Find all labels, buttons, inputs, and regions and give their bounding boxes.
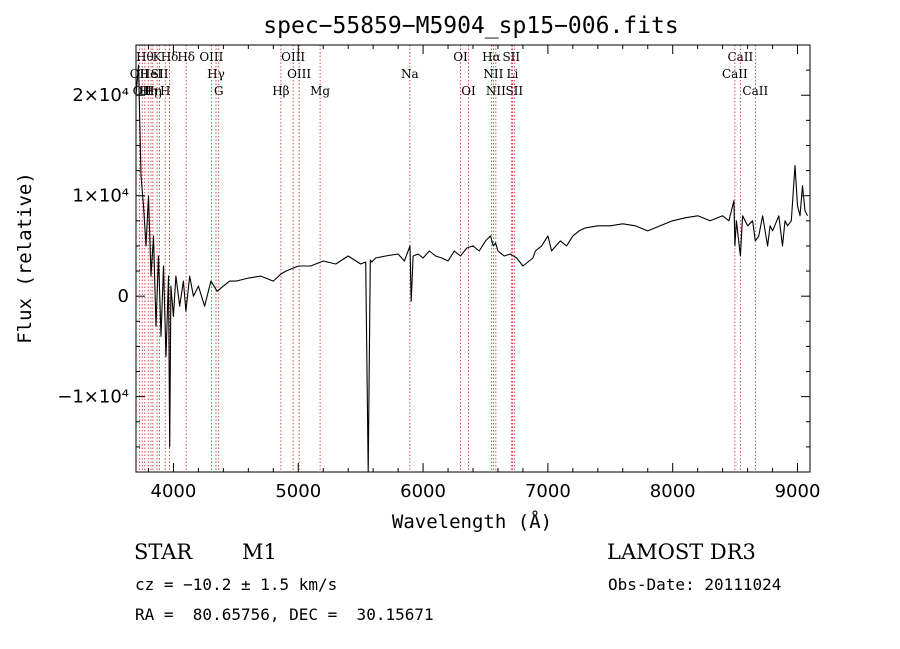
emission-line-label: OIII [287, 67, 311, 81]
object-class: STAR [134, 540, 193, 564]
emission-line-label: Hη [144, 84, 162, 98]
emission-line-label: K [153, 50, 163, 64]
emission-line-label: OIII [281, 50, 305, 64]
x-tick-label: 9000 [775, 481, 821, 502]
emission-line-label: Li [507, 67, 519, 81]
emission-line-label: NII [483, 67, 503, 81]
y-tick-label: 0 [118, 286, 129, 307]
emission-line-label: Hα [482, 50, 501, 64]
coordinates-readout: RA = 80.65756, DEC = 30.15671 [135, 605, 434, 624]
emission-line-label: Hγ [207, 67, 225, 81]
plot-frame [135, 44, 811, 473]
emission-line-label: NII [486, 84, 506, 98]
emission-line-label: CaII [727, 50, 753, 64]
spectrum-line [135, 64, 808, 473]
emission-line-label: Hη [139, 84, 157, 98]
emission-line-label: Na [401, 67, 419, 81]
emission-line-label: OIII [199, 50, 223, 64]
emission-line-label: Hβ [272, 84, 289, 98]
y-tick-label: 1×10⁴ [72, 186, 129, 207]
emission-line-label: CaII [722, 67, 748, 81]
emission-line-label: SII [151, 67, 169, 81]
emission-line-label: Mg [310, 84, 330, 98]
x-tick-label: 5000 [275, 481, 321, 502]
emission-line-label: Hδ [177, 50, 195, 64]
emission-line-label: CaII [742, 84, 768, 98]
x-tick-label: 8000 [650, 481, 696, 502]
emission-line-markers [138, 45, 756, 472]
emission-line-label: Hδ [161, 50, 179, 64]
survey-name: LAMOST DR3 [607, 540, 756, 564]
redshift-readout: cz = −10.2 ± 1.5 km/s [135, 575, 338, 594]
y-axis-ticks: 2×10⁴ 1×10⁴ 0 −1×10⁴ [57, 44, 810, 448]
emission-line-label: HeI [140, 67, 163, 81]
emission-line-label: OI [453, 50, 468, 64]
emission-line-label: SII [502, 50, 520, 64]
object-subclass: M1 [242, 540, 277, 564]
y-tick-label: 2×10⁴ [72, 85, 129, 106]
emission-line-label: Hθ [136, 50, 154, 64]
chart-title: spec−55859−M5904_sp15−006.fits [263, 13, 678, 39]
emission-line-label: H [160, 84, 170, 98]
observation-date: Obs-Date: 20111024 [608, 575, 782, 594]
emission-line-label: OII [130, 67, 150, 81]
x-axis-label: Wavelength (Å) [392, 510, 552, 533]
emission-line-label: OI [461, 84, 476, 98]
x-tick-label: 4000 [151, 481, 197, 502]
x-tick-label: 7000 [525, 481, 571, 502]
x-axis-ticks: 4000 5000 6000 7000 8000 9000 [147, 45, 821, 502]
y-axis-label: Flux (relative) [14, 172, 36, 344]
emission-line-label: G [214, 84, 224, 98]
emission-line-label: OII [133, 84, 153, 98]
emission-line-label: SII [505, 84, 523, 98]
y-tick-label: −1×10⁴ [57, 387, 129, 408]
spectrum-series [135, 64, 808, 473]
x-tick-label: 6000 [400, 481, 446, 502]
